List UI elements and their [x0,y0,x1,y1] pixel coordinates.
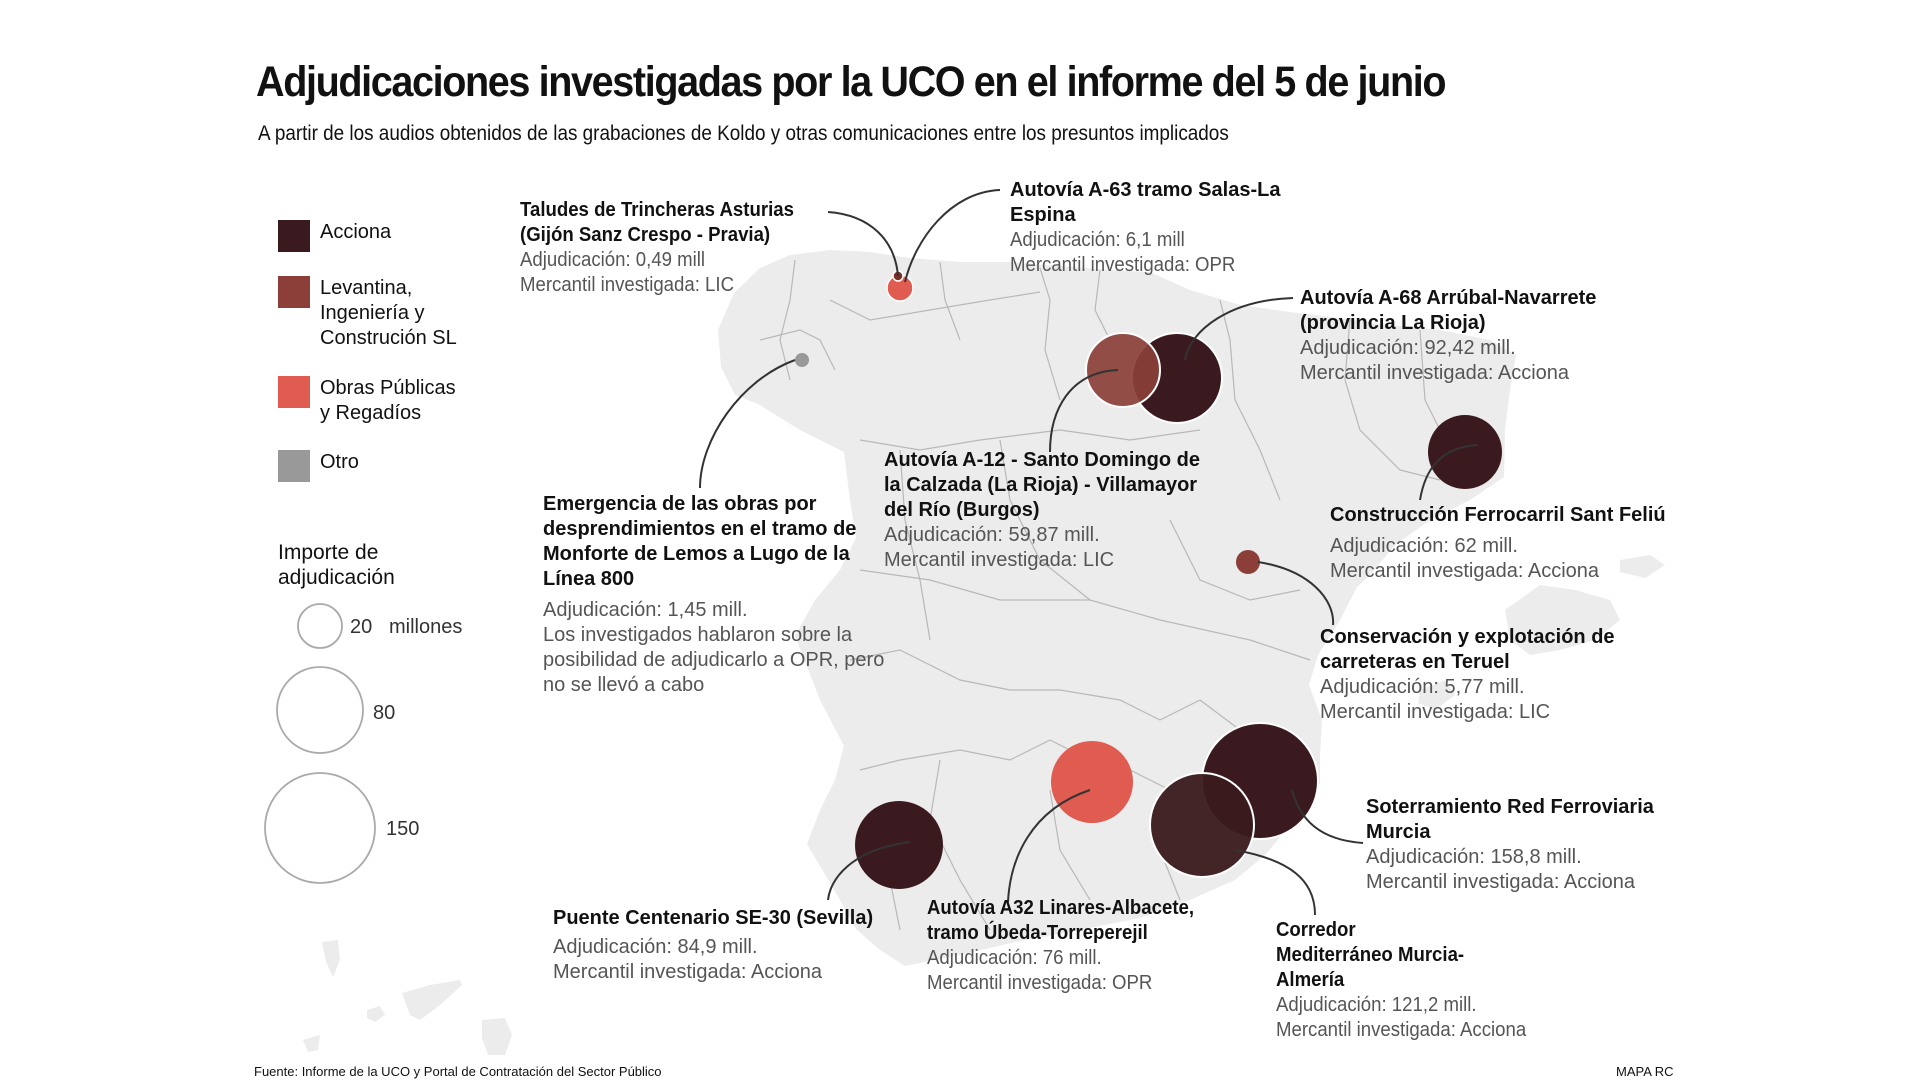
annotation-sevilla-se30: Puente Centenario SE-30 (Sevilla) Adjudi… [553,906,883,985]
legend-item-acciona: Acciona [278,220,391,252]
project-company: Mercantil investigada: OPR [927,972,1153,994]
project-amount: Adjudicación: 121,2 mill. [1276,994,1477,1016]
canary-island-hierro [303,1035,320,1052]
annotation-teruel: Conservación y explotación de carreteras… [1320,625,1620,725]
project-company: Mercantil investigada: Acciona [1330,560,1600,582]
canary-island-gran-canaria [482,1018,512,1055]
project-amount: Adjudicación: 6,1 mill [1010,229,1185,251]
project-company: Los investigados hablaron sobre la posib… [543,624,885,696]
bubble-teruel[interactable] [1236,550,1260,574]
bubble-a12-santo-domingo[interactable] [1085,332,1161,408]
size-legend-circle-150 [264,772,376,884]
canary-island-gomera [367,1006,385,1022]
size-legend-value-150: 150 [386,818,420,840]
project-amount: Adjudicación: 5,77 mill. [1320,676,1525,698]
project-name: Conservación y explotación de carreteras… [1320,626,1615,673]
project-amount: Adjudicación: 1,45 mill. [543,599,748,621]
page-subtitle: A partir de los audios obtenidos de las … [258,122,1229,145]
project-amount: Adjudicación: 59,87 mill. [884,524,1100,546]
project-company: Mercantil investigada: LIC [520,274,735,296]
bubble-sevilla-se30[interactable] [855,801,943,889]
project-name: Autovía A32 Linares-Albacete, tramo Úbed… [927,897,1195,944]
annotation-murcia-almeria: Corredor Mediterráneo Murcia-Almería Adj… [1276,918,1527,1043]
project-amount: Adjudicación: 0,49 mill [520,249,706,271]
menorca-shape [1620,555,1665,578]
project-amount: Adjudicación: 84,9 mill. [553,936,758,958]
annotation-a68-arrubal: Autovía A-68 Arrúbal-Navarrete (provinci… [1300,286,1620,386]
project-name: Emergencia de las obras por desprendimie… [543,493,857,590]
legend-swatch-acciona [278,220,310,252]
bubble-sant-feliu[interactable] [1428,415,1502,489]
size-legend-circle-80 [276,666,364,754]
project-company: Mercantil investigada: Acciona [1300,362,1570,384]
annotation-a63-salas: Autovía A-63 tramo Salas-La Espina Adjud… [1010,178,1290,278]
annotation-sant-feliu: Construcción Ferrocarril Sant Feliú Adju… [1330,503,1690,584]
project-amount: Adjudicación: 158,8 mill. [1366,846,1582,868]
canary-island-tenerife [402,980,462,1020]
annotation-a12-santo-domingo: Autovía A-12 - Santo Domingo de la Calza… [884,448,1204,573]
legend-swatch-obras-publicas [278,376,310,408]
project-name: Puente Centenario SE-30 (Sevilla) [553,907,874,929]
legend-label: Otro [320,451,359,473]
legend-item-otro: Otro [278,450,359,482]
ibiza-shape [1418,680,1455,710]
project-company: Mercantil investigada: Acciona [1366,871,1636,893]
bubble-linares-albacete[interactable] [1051,741,1133,823]
legend-swatch-otro [278,450,310,482]
project-company: Mercantil investigada: LIC [1320,701,1551,723]
legend-item-obras-publicas: Obras Públicas y Regadíos [278,376,470,426]
source-note: Fuente: Informe de la UCO y Portal de Co… [254,1064,662,1079]
page-title: Adjudicaciones investigadas por la UCO e… [256,58,1447,106]
annotation-lugo-monforte: Emergencia de las obras por desprendimie… [543,492,888,698]
legend-swatch-levantina [278,276,310,308]
credit-note: MAPA RC [1616,1064,1674,1079]
size-legend-value-20: 20 [350,616,373,638]
project-name: Autovía A-68 Arrúbal-Navarrete (provinci… [1300,287,1597,334]
annotation-linares-albacete: Autovía A32 Linares-Albacete, tramo Úbed… [927,896,1227,996]
mallorca-shape [1505,585,1620,655]
project-name: Taludes de Trincheras Asturias (Gijón Sa… [520,199,794,246]
bubble-lugo-monforte[interactable] [795,353,809,367]
legend-label: Obras Públicas y Regadíos [320,377,456,424]
project-name: Autovía A-12 - Santo Domingo de la Calza… [884,449,1200,521]
size-legend-value-80: 80 [373,702,396,724]
project-company: Mercantil investigada: LIC [884,549,1115,571]
project-amount: Adjudicación: 62 mill. [1330,535,1518,557]
legend-item-levantina: Levantina, Ingeniería y Construción SL [278,276,470,351]
annotation-taludes-asturias: Taludes de Trincheras Asturias (Gijón Sa… [520,198,850,298]
size-legend-title: Importe de adjudicación [278,541,395,589]
canary-island-la-palma [322,940,340,977]
project-name: Autovía A-63 tramo Salas-La Espina [1010,179,1281,226]
size-legend-unit: millones [389,616,463,638]
project-company: Mercantil investigada: Acciona [553,961,823,983]
project-amount: Adjudicación: 92,42 mill. [1300,337,1516,359]
project-name: Corredor Mediterráneo Murcia-Almería [1276,919,1465,991]
legend-label: Acciona [320,221,392,243]
project-name: Construcción Ferrocarril Sant Feliú [1330,504,1666,526]
size-legend-circle-20 [297,603,343,649]
legend-label: Levantina, Ingeniería y Construción SL [320,277,457,349]
project-name: Soterramiento Red Ferroviaria Murcia [1366,796,1654,843]
project-company: Mercantil investigada: OPR [1010,254,1236,276]
project-company: Mercantil investigada: Acciona [1276,1019,1527,1041]
leader-lines [699,189,1479,916]
annotation-soterramiento-murcia: Soterramiento Red Ferroviaria Murcia Adj… [1366,795,1666,895]
bubble-murcia-almeria[interactable] [1149,772,1255,878]
project-amount: Adjudicación: 76 mill. [927,947,1102,969]
